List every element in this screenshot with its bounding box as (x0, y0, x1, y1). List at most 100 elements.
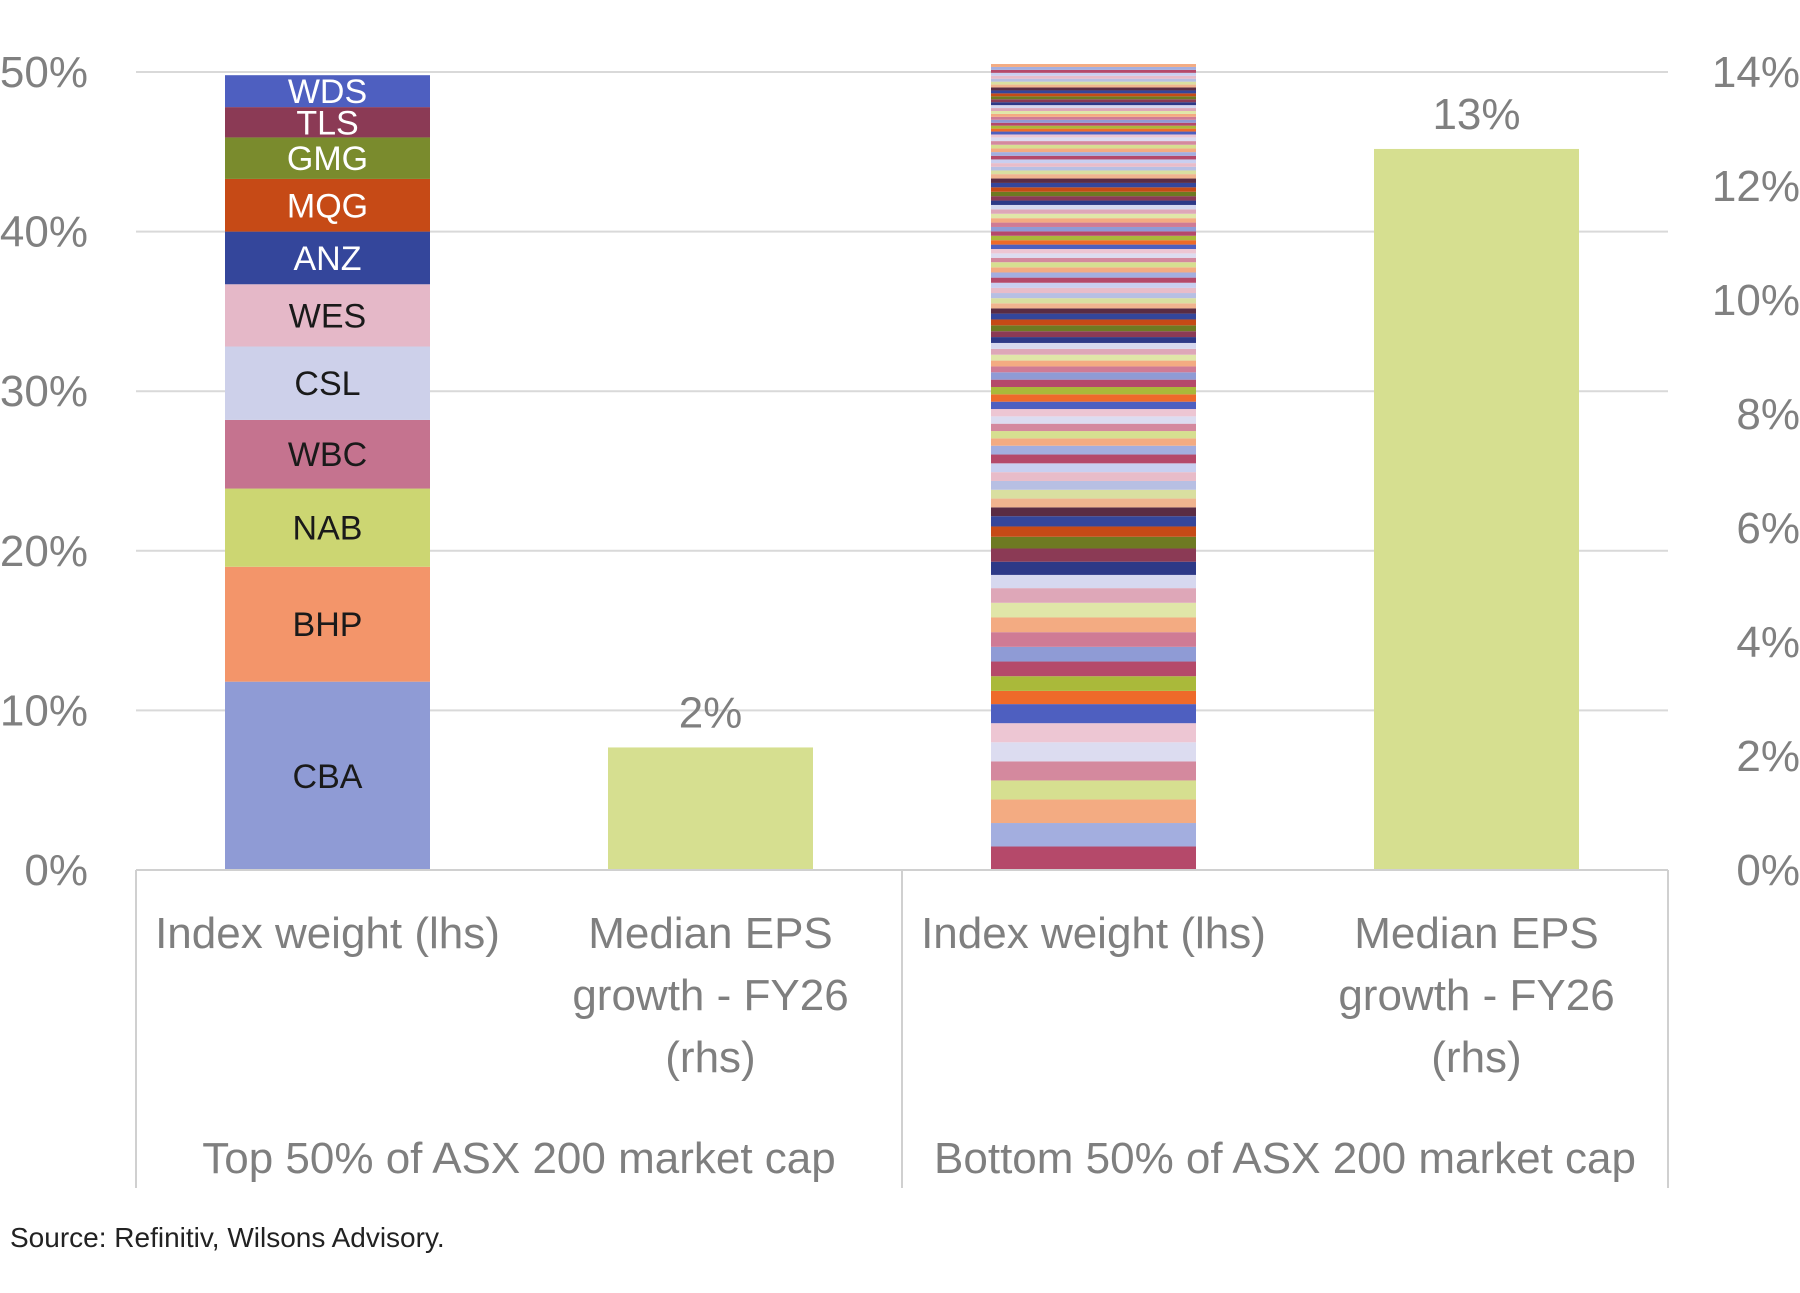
bar-segment (991, 313, 1196, 320)
bar-segment (991, 187, 1196, 192)
bar-segment (991, 213, 1196, 219)
bar-segment (991, 148, 1196, 153)
category-label: growth - FY26 (1338, 971, 1614, 1020)
bar-segment (991, 78, 1196, 82)
bar-segment (991, 196, 1196, 201)
bar-segment (991, 293, 1196, 299)
category-label: (rhs) (665, 1033, 755, 1082)
bar-segment (991, 516, 1196, 527)
segment-label: ANZ (294, 240, 362, 278)
segment-label: NAB (293, 510, 363, 548)
bar-segment (991, 472, 1196, 481)
bar-segment (991, 303, 1196, 309)
chart-svg: 0% 10% 20% 30% 40% 50% 0% 2% 4% 6% 8% 10% 12% 14% CBA… (0, 48, 1800, 1188)
bar-segment (991, 588, 1196, 603)
bar-segment (991, 574, 1196, 589)
data-label: 13% (1432, 90, 1520, 139)
y-left-tick-label: 40% (0, 208, 88, 257)
bar-segment (991, 823, 1196, 847)
y-left-tick-label: 0% (24, 846, 88, 895)
y-right-tick-label: 10% (1712, 276, 1800, 325)
y-left-tick-label: 30% (0, 367, 88, 416)
bar-segment (991, 287, 1196, 294)
bar-segment (991, 155, 1196, 160)
bar-segment (991, 454, 1196, 464)
bar-segment (991, 386, 1196, 395)
y-right-tick-label: 12% (1712, 162, 1800, 211)
bar-segment (991, 298, 1196, 304)
bar-segment (991, 93, 1196, 97)
bar-segment (991, 244, 1196, 249)
bar-segment (991, 308, 1196, 314)
bar-segment (991, 372, 1196, 380)
group-label: Bottom 50% of ASX 200 market cap (934, 1134, 1636, 1183)
bar-segment (991, 617, 1196, 633)
bar-segment (991, 128, 1196, 132)
bar-segment (991, 704, 1196, 724)
category-label: Index weight (lhs) (155, 909, 500, 958)
bar-segment (991, 163, 1196, 167)
bar-segment-tls (225, 107, 430, 138)
bar-segment-wbc (225, 419, 430, 489)
bar-segment (991, 431, 1196, 439)
bar-segment (991, 498, 1196, 508)
y-left-tick-label: 20% (0, 527, 88, 576)
bar-segment (991, 134, 1196, 138)
bar-segment (991, 277, 1196, 283)
segment-label: WDS (288, 73, 367, 111)
bar-segment (991, 646, 1196, 662)
bar-segment (991, 507, 1196, 517)
bar-segment (991, 409, 1196, 417)
bar-segment (991, 152, 1196, 156)
bar-segment (991, 66, 1196, 70)
bar-segment (991, 416, 1196, 424)
bar-segment (991, 141, 1196, 145)
segment-label: WES (289, 297, 366, 335)
bar-segment (991, 780, 1196, 800)
bar-segment (991, 489, 1196, 499)
bar-segment (991, 72, 1196, 76)
bar-segment (991, 438, 1196, 446)
bar-segment (991, 723, 1196, 743)
bar-segment (991, 761, 1196, 781)
bar-segment (991, 354, 1196, 361)
bar-segment (991, 366, 1196, 373)
bar-segment (991, 200, 1196, 205)
bar-segment (991, 337, 1196, 343)
bar-segment (991, 166, 1196, 171)
bar-segment (991, 174, 1196, 179)
bar-segment (991, 423, 1196, 432)
bar-segment (991, 99, 1196, 103)
bar-segment (991, 360, 1196, 367)
bar-segment (991, 536, 1196, 549)
y-right-tick-label: 2% (1736, 732, 1800, 781)
category-label: (rhs) (1431, 1033, 1521, 1082)
bar-segment (991, 379, 1196, 387)
bar-segment (991, 548, 1196, 562)
bar-segment (991, 248, 1196, 254)
bar-segment (991, 226, 1196, 232)
bar-segment-bhp (225, 566, 430, 682)
bar-segment-mqg (225, 178, 430, 232)
bar-segment (991, 267, 1196, 273)
y-right-tick-label: 8% (1736, 390, 1800, 439)
bar-segment (991, 846, 1196, 870)
bar-segment (991, 632, 1196, 647)
bar-segment (991, 144, 1196, 149)
bar-segment (991, 119, 1196, 123)
bar-segment (991, 75, 1196, 79)
bar-segment (991, 262, 1196, 268)
bar-segment (991, 116, 1196, 120)
bar-segment-wes (225, 284, 430, 347)
segment-label: GMG (287, 140, 368, 178)
category-label: Index weight (lhs) (921, 909, 1266, 958)
bar-segment (991, 257, 1196, 263)
y-right-tick-label: 0% (1736, 846, 1800, 895)
bar-segment-wds (225, 75, 430, 108)
bar-segment (991, 222, 1196, 227)
bar-segment (991, 182, 1196, 188)
bar-segment (991, 110, 1196, 114)
bar-segment (991, 463, 1196, 473)
